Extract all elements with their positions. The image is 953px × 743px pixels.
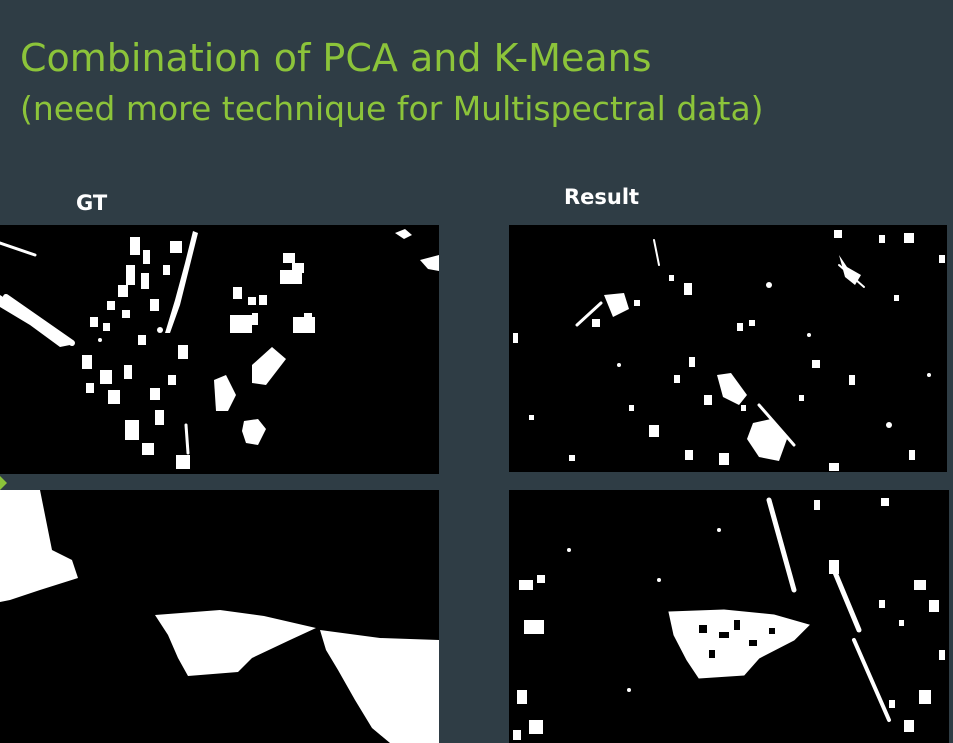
slide-title: Combination of PCA and K-Means (20, 36, 652, 80)
accent-marker (0, 476, 7, 490)
gt-mask-2-graphic (0, 490, 439, 743)
gt-mask-image-2 (0, 490, 439, 743)
gt-column-label: GT (76, 191, 108, 215)
gt-mask-1-graphic (0, 229, 439, 469)
gt-mask-image-1 (0, 225, 439, 474)
result-mask-1-graphic (513, 230, 945, 471)
result-mask-image-2 (509, 490, 949, 743)
result-mask-2-graphic (513, 497, 945, 740)
slide-subtitle: (need more technique for Multispectral d… (20, 89, 764, 128)
result-mask-image-1 (509, 225, 947, 472)
result-column-label: Result (564, 185, 640, 209)
